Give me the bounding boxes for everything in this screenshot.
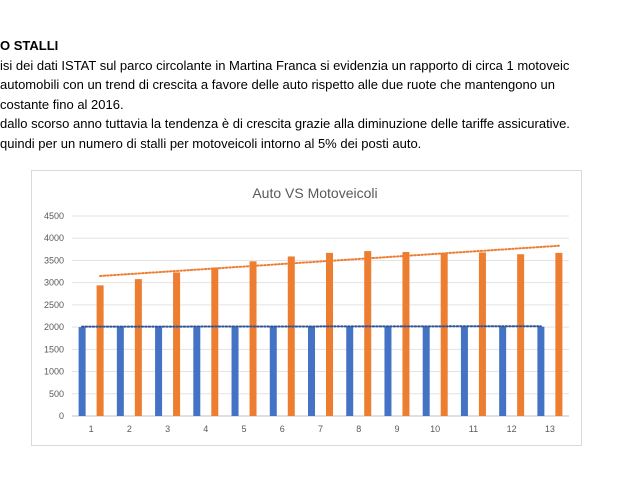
y-tick-label: 2500: [44, 300, 64, 310]
bar: [478, 252, 486, 416]
x-tick-label: 3: [165, 424, 170, 434]
bars: [78, 251, 563, 416]
x-tick-label: 11: [469, 424, 478, 434]
y-tick-label: 500: [49, 389, 64, 399]
bar: [440, 252, 448, 416]
bar: [517, 254, 525, 416]
x-tick-label: 2: [127, 424, 132, 434]
bar: [78, 327, 86, 416]
bar: [96, 285, 104, 416]
chart-title: Auto VS Motoveicoli: [252, 185, 377, 201]
x-tick-label: 7: [318, 424, 323, 434]
chart-frame: Auto VS Motoveicoli 0 500 1000 1500 2000 2500…: [31, 170, 582, 446]
x-tick-label: 5: [242, 424, 247, 434]
bar: [211, 267, 219, 416]
bar: [116, 327, 124, 416]
bar-chart: Auto VS Motoveicoli 0 500 1000 1500 2000 2500…: [44, 185, 569, 434]
bar: [460, 326, 468, 416]
bar: [499, 326, 507, 416]
x-tick-label: 13: [545, 424, 555, 434]
x-tick-label: 9: [394, 424, 399, 434]
bar: [287, 256, 295, 416]
y-tick-label: 1000: [44, 367, 64, 377]
paragraph-line: dallo scorso anno tuttavia la tendenza è…: [0, 116, 570, 131]
y-tick-label: 0: [59, 411, 64, 421]
paragraph-line: costante fino al 2016.: [0, 96, 124, 112]
bar: [231, 327, 239, 416]
trendline: [99, 244, 560, 277]
x-tick-label: 8: [356, 424, 361, 434]
trendlines: [81, 244, 560, 328]
slide-text: O STALLI isi dei dati ISTAT sul parco ci…: [0, 36, 640, 153]
bar: [155, 327, 163, 416]
paragraph-line: isi dei dati ISTAT sul parco circolante …: [0, 57, 570, 73]
x-tick-label: 12: [507, 424, 517, 434]
x-tick-label: 10: [430, 424, 440, 434]
bar: [402, 252, 410, 416]
y-tick-label: 3000: [44, 278, 64, 288]
x-tick-label: 6: [280, 424, 285, 434]
paragraph-line: automobili con un trend di crescita a fa…: [0, 77, 556, 92]
bar: [537, 326, 545, 416]
bar: [249, 261, 257, 416]
bar: [384, 326, 392, 416]
y-tick-label: 1500: [44, 344, 64, 354]
x-tick-label: 1: [89, 424, 94, 434]
bar: [173, 272, 181, 416]
x-tick-label: 4: [203, 424, 208, 434]
bar: [193, 327, 201, 416]
y-tick-label: 4500: [44, 211, 64, 221]
bar: [364, 251, 372, 416]
bar: [422, 326, 430, 416]
bar: [326, 252, 333, 416]
y-tick-label: 2000: [44, 322, 64, 332]
y-tick-label: 3500: [44, 255, 64, 265]
paragraph-line: quindi per un numero di stalli per motov…: [0, 135, 422, 151]
bar: [308, 326, 315, 416]
bar: [346, 326, 354, 416]
bar: [555, 252, 563, 416]
gridlines: [72, 215, 569, 417]
y-tick-label: 4000: [44, 233, 64, 243]
slide-heading: O STALLI: [0, 38, 59, 53]
bar: [134, 279, 142, 416]
bar: [269, 326, 277, 416]
